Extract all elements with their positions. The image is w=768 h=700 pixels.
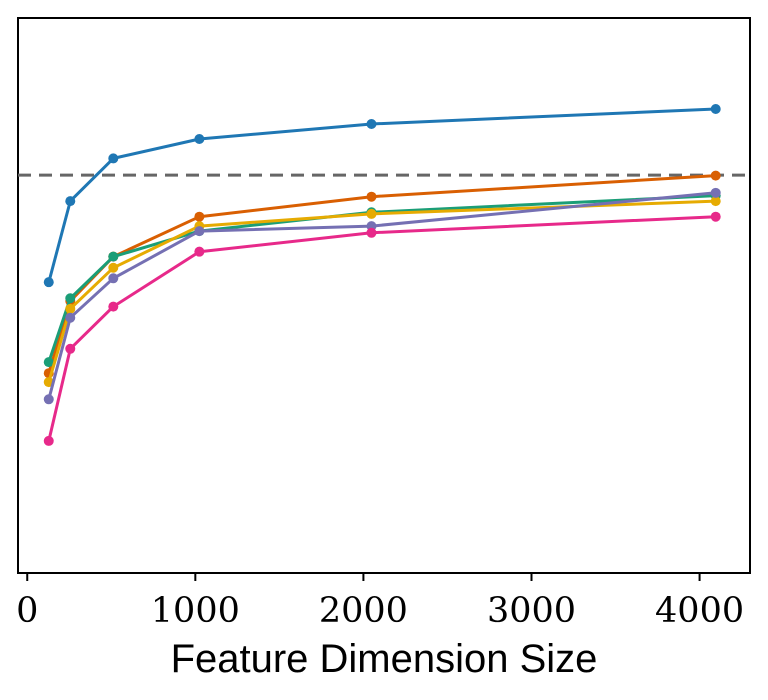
data-point	[65, 303, 76, 314]
data-point	[710, 211, 721, 222]
data-point	[710, 104, 721, 115]
data-point	[108, 273, 119, 284]
data-point	[43, 435, 54, 446]
series-line	[47, 215, 716, 442]
data-point	[194, 211, 205, 222]
data-point	[43, 357, 54, 368]
data-point	[194, 226, 205, 237]
data-point	[366, 119, 377, 130]
series-line	[47, 107, 716, 283]
data-point	[43, 277, 54, 288]
plot-area-frame	[17, 17, 751, 574]
data-point	[710, 170, 721, 181]
x-axis-label: Feature Dimension Size	[171, 637, 598, 681]
series-3	[43, 190, 721, 368]
x-axis-ticks: 0 1000 2000 3000 4000	[16, 573, 744, 631]
x-tick-label: 2000	[319, 591, 408, 631]
data-point	[366, 227, 377, 238]
data-point	[194, 133, 205, 144]
data-point	[108, 301, 119, 312]
series-line	[47, 191, 716, 400]
x-tick-label: 1000	[151, 591, 240, 631]
data-point	[108, 251, 119, 262]
data-point	[366, 191, 377, 202]
x-tick-label: 4000	[655, 591, 744, 631]
data-point	[65, 196, 76, 207]
x-tick-label: 0	[16, 591, 38, 631]
data-point	[710, 196, 721, 207]
data-point	[108, 153, 119, 164]
x-tick-label: 3000	[487, 591, 576, 631]
data-point	[194, 246, 205, 257]
data-point	[108, 262, 119, 273]
data-point	[366, 208, 377, 219]
data-point	[710, 187, 721, 198]
series-1	[43, 104, 721, 288]
data-point	[65, 343, 76, 354]
data-point	[65, 312, 76, 323]
series-6	[43, 211, 721, 446]
series-layer	[43, 104, 721, 446]
data-point	[65, 293, 76, 304]
series-line	[47, 199, 716, 383]
data-point	[43, 394, 54, 405]
